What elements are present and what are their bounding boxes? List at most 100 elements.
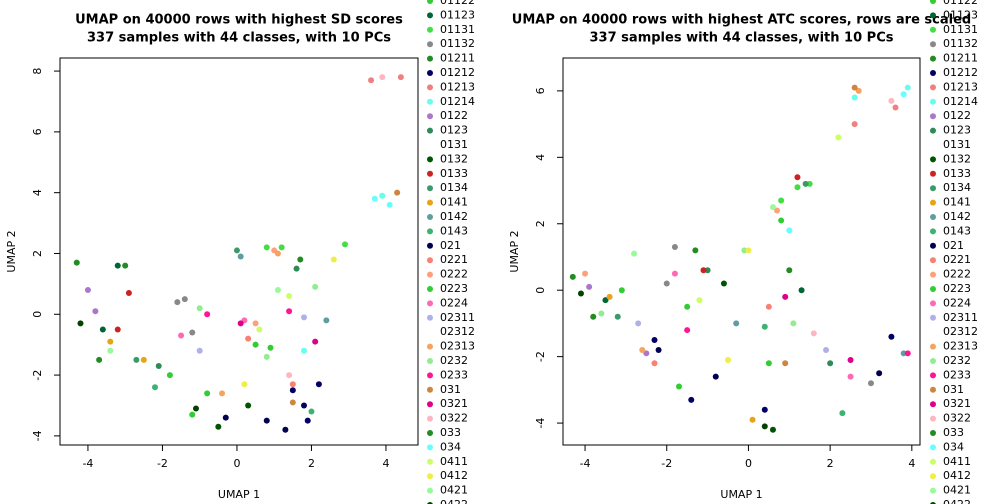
point	[107, 338, 114, 345]
x-tick-label: 4	[908, 457, 915, 470]
legend-marker	[427, 70, 433, 76]
point	[847, 356, 854, 363]
legend-label: 01211	[440, 52, 475, 65]
legend-marker	[930, 257, 936, 264]
point	[241, 381, 248, 388]
legend-label: 0134	[440, 181, 468, 194]
legend-label: 0232	[440, 354, 468, 367]
x-tick-label: 0	[745, 457, 752, 470]
point	[192, 405, 199, 412]
point	[835, 134, 842, 141]
legend-marker	[427, 55, 433, 62]
point	[125, 289, 132, 296]
point	[256, 326, 263, 333]
point	[330, 256, 337, 263]
legend-label: 0322	[440, 412, 468, 425]
y-tick-label: -4	[534, 418, 547, 429]
legend-label: 0143	[440, 224, 468, 237]
legend-label: 01123	[943, 8, 978, 21]
point	[368, 77, 375, 84]
point	[122, 262, 129, 269]
point	[810, 330, 817, 337]
point	[851, 84, 858, 91]
legend-marker	[930, 156, 936, 163]
point	[297, 256, 304, 263]
point	[189, 411, 196, 418]
legend-marker	[427, 84, 433, 91]
chart-title: 337 samples with 44 classes, with 10 PCs	[87, 31, 391, 46]
y-tick-label: 8	[31, 68, 44, 75]
point	[293, 265, 300, 272]
y-tick-label: 6	[31, 128, 44, 135]
legend-label: 01213	[943, 80, 978, 93]
legend-marker	[930, 26, 936, 33]
legend-marker	[930, 401, 936, 408]
legend-marker	[930, 314, 936, 321]
point	[386, 201, 393, 208]
legend-label: 01211	[943, 52, 978, 65]
point	[245, 335, 252, 342]
legend-marker	[427, 300, 433, 307]
legend-label: 0141	[943, 196, 971, 209]
legend-marker	[930, 242, 936, 249]
point	[802, 180, 809, 187]
point	[651, 360, 658, 367]
legend-marker	[427, 214, 433, 220]
legend-marker	[427, 113, 433, 120]
legend-label: 0411	[440, 455, 468, 468]
point	[598, 310, 605, 317]
legend-label: 01122	[943, 0, 978, 7]
point	[289, 387, 296, 394]
point	[684, 303, 691, 310]
x-tick-label: 0	[233, 457, 240, 470]
point	[618, 287, 625, 294]
point	[341, 241, 348, 248]
legend-marker	[427, 458, 433, 465]
point	[140, 356, 147, 363]
point	[286, 308, 293, 315]
point	[904, 84, 911, 91]
legend-marker	[427, 0, 433, 4]
point	[790, 320, 797, 327]
point	[133, 356, 140, 363]
legend-marker	[427, 257, 433, 264]
legend-marker	[427, 487, 433, 494]
legend-marker	[930, 473, 936, 480]
point	[263, 353, 270, 360]
legend-label: 01212	[943, 66, 978, 79]
point	[263, 417, 270, 424]
point	[778, 197, 785, 204]
point	[222, 414, 229, 421]
x-axis-title: UMAP 1	[720, 488, 762, 501]
point	[278, 244, 285, 251]
legend-marker	[427, 372, 433, 379]
point	[757, 270, 764, 277]
legend-marker	[930, 113, 936, 120]
point	[286, 293, 293, 300]
legend-label: 0232	[943, 354, 971, 367]
legend-marker	[930, 199, 936, 206]
point	[590, 313, 597, 320]
point	[765, 303, 772, 310]
legend-marker	[427, 473, 433, 480]
x-tick-label: -2	[661, 457, 672, 470]
point	[782, 293, 789, 300]
legend-marker	[427, 199, 433, 206]
point	[847, 373, 854, 380]
point	[304, 417, 311, 424]
point	[782, 360, 789, 367]
legend-marker	[930, 228, 936, 235]
point	[181, 296, 188, 303]
legend-label: 0142	[943, 210, 971, 223]
x-tick-label: 2	[308, 457, 315, 470]
y-tick-label: -2	[534, 351, 547, 362]
legend-label: 021	[440, 239, 461, 252]
legend-label: 02311	[440, 311, 475, 324]
point	[241, 326, 248, 333]
point	[651, 337, 658, 344]
point	[851, 121, 858, 128]
point	[671, 270, 678, 277]
point	[769, 426, 776, 433]
point	[397, 74, 404, 81]
